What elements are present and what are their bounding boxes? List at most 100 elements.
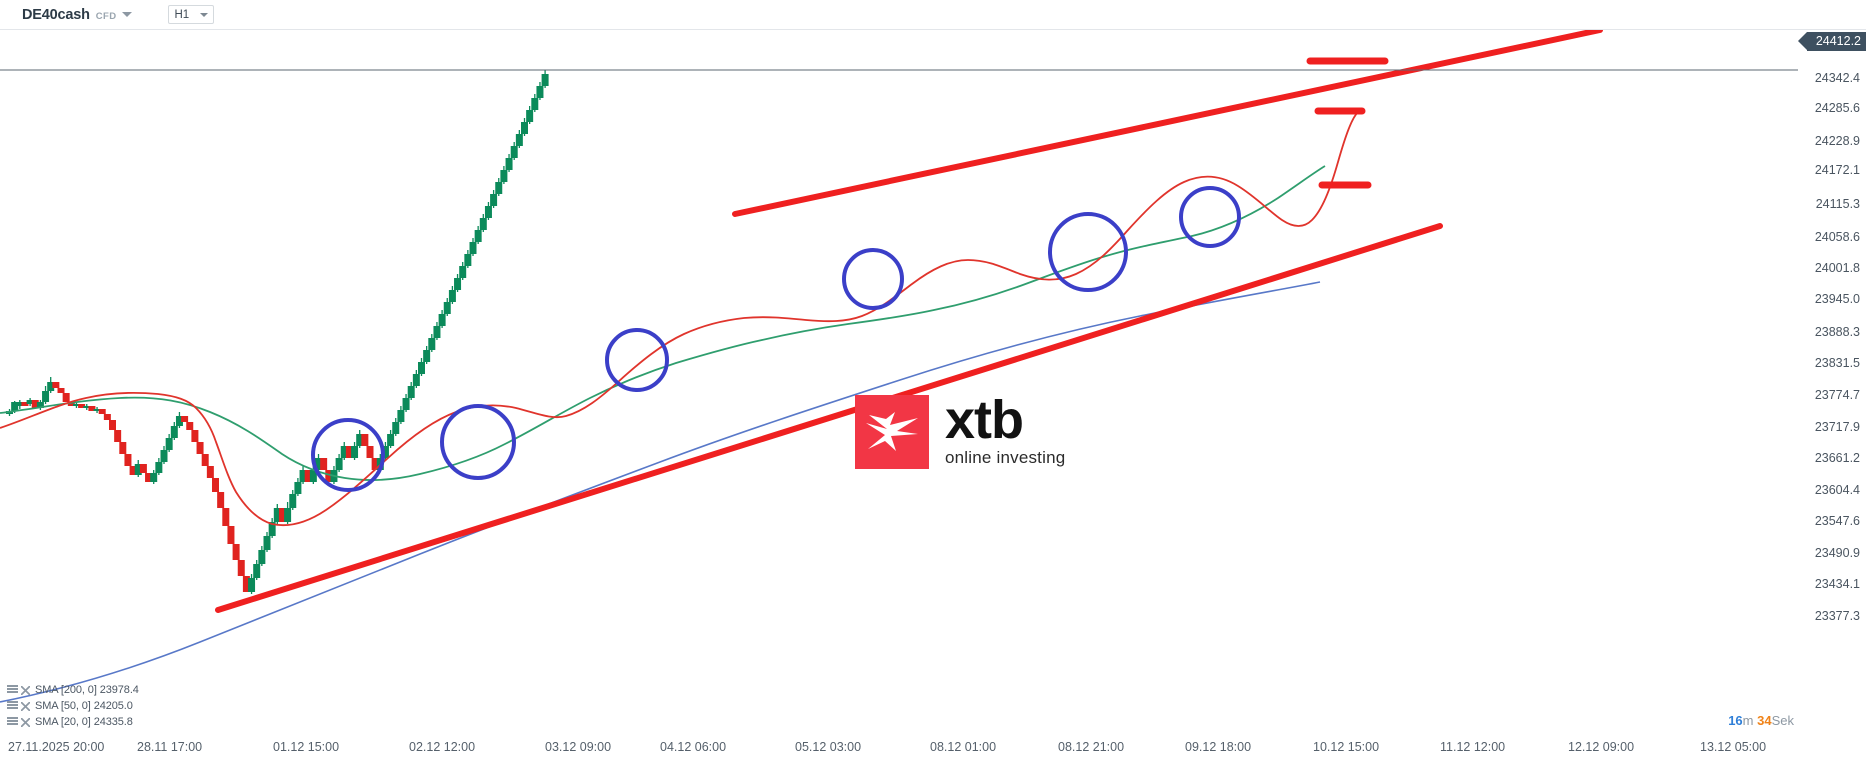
candle-body <box>294 482 302 494</box>
candle-body <box>515 134 523 146</box>
candle-body <box>52 382 60 388</box>
time-axis-tick: 04.12 06:00 <box>660 740 727 754</box>
time-axis-tick: 28.11 17:00 <box>137 740 203 754</box>
time-axis-tick: 02.12 12:00 <box>409 740 476 754</box>
candle-body <box>150 473 158 482</box>
chevron-down-icon[interactable] <box>122 11 133 17</box>
candle-body <box>42 391 50 402</box>
chevron-down-icon[interactable] <box>200 12 209 17</box>
candle-body <box>505 158 513 170</box>
trendline[interactable] <box>732 30 1603 217</box>
price-axis-tick: 23377.3 <box>1814 609 1860 623</box>
candle-body <box>536 86 544 98</box>
xtb-logo-icon <box>855 395 929 469</box>
signal-circle[interactable] <box>1048 212 1128 292</box>
indicator-legend-row[interactable]: SMA [50, 0] 24205.0 <box>7 699 139 713</box>
candle-body <box>387 434 395 446</box>
candle-countdown: 16m 34Sek <box>1728 713 1794 728</box>
candle-body <box>278 508 286 522</box>
price-axis-tick: 23717.9 <box>1814 420 1860 434</box>
close-icon[interactable] <box>21 717 30 727</box>
candle-body <box>289 494 297 508</box>
xtb-watermark: xtb online investing <box>855 393 1066 469</box>
candle-body <box>340 446 348 458</box>
candle-body <box>526 110 534 122</box>
candle-body <box>11 402 19 411</box>
price-axis-tick: 23490.9 <box>1814 546 1860 560</box>
time-axis-tick: 10.12 15:00 <box>1313 740 1380 754</box>
legend-icon-group <box>7 717 30 727</box>
time-axis-tick: 05.12 03:00 <box>795 740 862 754</box>
candle-body <box>309 470 317 482</box>
time-axis[interactable]: 27.11.2025 20:00 28.11 17:00 01.12 15:00 02… <box>0 735 1798 761</box>
settings-icon[interactable] <box>7 717 18 727</box>
candle-body <box>134 464 142 475</box>
close-icon[interactable] <box>21 701 30 711</box>
price-axis-tick: 23434.1 <box>1814 577 1860 591</box>
candle-body <box>469 242 477 254</box>
time-axis-tick: 13.12 05:00 <box>1700 740 1767 754</box>
price-axis-tick: 24001.8 <box>1814 261 1860 275</box>
close-icon[interactable] <box>21 685 30 695</box>
candle-body <box>129 466 137 475</box>
candle-body <box>407 386 415 398</box>
candle-body <box>242 576 250 592</box>
legend-icon-group <box>7 685 30 695</box>
candle-body <box>423 350 431 362</box>
chart-toolbar: DE40cash CFD H1 <box>0 0 1866 30</box>
trendline[interactable] <box>215 223 1443 613</box>
price-axis-tick: 23661.2 <box>1814 451 1860 465</box>
candle-body <box>433 326 441 338</box>
settings-icon[interactable] <box>7 685 18 695</box>
price-level-markers <box>1306 57 1389 189</box>
signal-circle[interactable] <box>311 418 385 492</box>
time-axis-tick: 09.12 18:00 <box>1185 740 1252 754</box>
candle-body <box>531 98 539 110</box>
candle-body <box>479 218 487 230</box>
candle-body <box>98 409 106 414</box>
sma-200-line <box>0 281 1321 703</box>
price-axis[interactable]: 24412.2 24399.224342.424285.624228.92417… <box>1797 30 1866 731</box>
candle-body <box>237 560 245 576</box>
candle-body <box>196 442 204 454</box>
candle-body <box>88 406 96 411</box>
candle-body <box>361 434 369 446</box>
candle-body <box>253 564 261 578</box>
candle-body <box>428 338 436 350</box>
candle-body <box>72 404 80 406</box>
candle-body <box>26 400 34 404</box>
xtb-tagline: online investing <box>945 448 1066 468</box>
candle-body <box>191 430 199 442</box>
sma-20-line <box>0 111 1359 527</box>
candle-body <box>402 398 410 410</box>
timeframe-label: H1 <box>174 8 190 21</box>
symbol-selector[interactable]: DE40cash CFD <box>22 7 133 23</box>
candle-body <box>114 430 122 442</box>
candle-body <box>335 458 343 470</box>
indicator-legend-row[interactable]: SMA [200, 0] 23978.4 <box>7 683 139 697</box>
trend-channel-lines <box>215 30 1603 613</box>
candle-body <box>459 266 467 278</box>
candle-body <box>448 290 456 302</box>
price-chart-canvas[interactable]: xtb online investing <box>0 30 1798 731</box>
indicator-legend: SMA [200, 0] 23978.4 SMA [50, 0] 24205.0 S… <box>7 683 139 731</box>
signal-circle[interactable] <box>1179 186 1241 248</box>
candle-body <box>31 400 39 408</box>
timeframe-selector[interactable]: H1 <box>168 5 215 24</box>
signal-circle[interactable] <box>440 404 516 480</box>
indicator-legend-row[interactable]: SMA [20, 0] 24335.8 <box>7 715 139 729</box>
legend-icon-group <box>7 701 30 711</box>
candle-body <box>258 550 266 564</box>
x-mark-icon <box>866 412 918 451</box>
candle-body <box>284 508 292 522</box>
signal-circle[interactable] <box>842 248 904 310</box>
candle-body <box>381 446 389 458</box>
settings-icon[interactable] <box>7 701 18 711</box>
candle-body <box>345 446 353 458</box>
candle-body <box>464 254 472 266</box>
candle-body <box>490 194 498 206</box>
candle-body <box>36 402 44 408</box>
signal-circle[interactable] <box>605 328 669 392</box>
candle-body <box>443 302 451 314</box>
price-axis-tick: 24058.6 <box>1814 230 1860 244</box>
